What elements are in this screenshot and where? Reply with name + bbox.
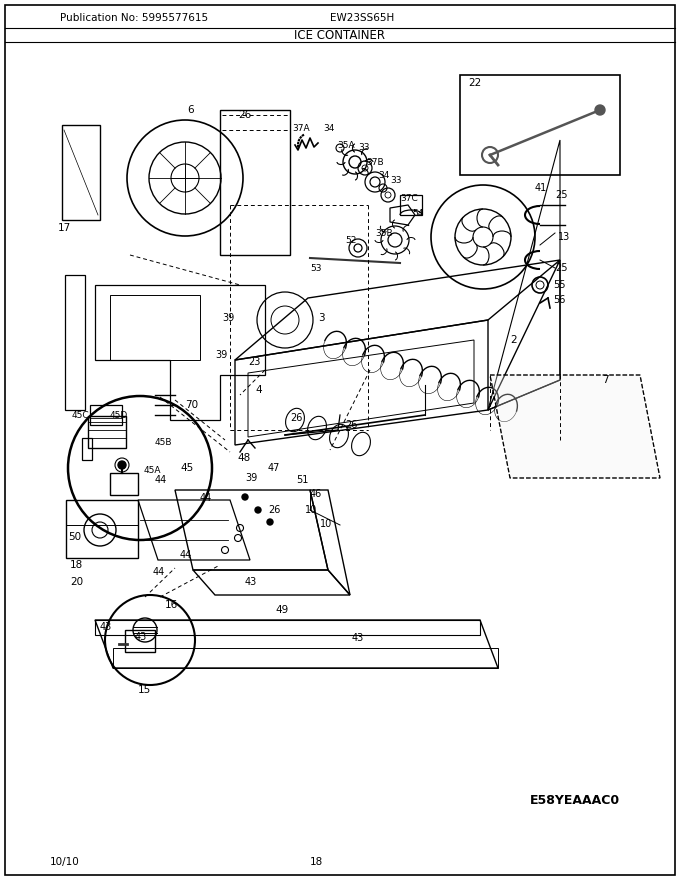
Text: Publication No: 5995577615: Publication No: 5995577615 [60,13,208,23]
Text: 45D: 45D [110,410,129,420]
Text: 45A: 45A [143,466,160,474]
Text: 50: 50 [68,532,81,542]
Text: 25: 25 [555,263,568,273]
Circle shape [267,519,273,525]
Text: 45B: 45B [155,437,173,446]
Text: 7: 7 [602,375,609,385]
Circle shape [118,461,126,469]
Text: 39: 39 [245,473,257,483]
Text: 43: 43 [135,632,148,642]
Text: 3: 3 [318,313,324,323]
Text: 53: 53 [310,263,322,273]
Text: 13: 13 [558,232,571,242]
Text: 16: 16 [165,600,178,610]
Text: 2: 2 [510,335,517,345]
Text: 48: 48 [237,453,250,463]
Bar [220,110,290,255]
Text: 33: 33 [390,175,401,185]
Text: 47: 47 [268,463,280,473]
Circle shape [595,105,605,115]
Text: 10/10: 10/10 [50,857,80,867]
Text: 34: 34 [378,171,390,180]
Text: 45: 45 [180,463,193,473]
Text: 34: 34 [323,123,335,133]
Text: 17: 17 [58,223,71,233]
Text: 18: 18 [310,857,323,867]
Text: 52: 52 [345,236,356,245]
Bar [66,500,138,558]
Text: 43: 43 [245,577,257,587]
Text: 6: 6 [187,105,194,115]
Circle shape [255,507,261,513]
Text: 18: 18 [70,560,83,570]
Text: 37C: 37C [400,194,418,202]
Text: 26: 26 [238,110,251,120]
Text: 39: 39 [222,313,234,323]
Text: 49: 49 [275,605,288,615]
Bar [90,405,122,425]
Text: 15: 15 [138,685,151,695]
Text: 35A: 35A [337,141,355,150]
Text: 54: 54 [412,209,424,217]
Bar [88,416,126,448]
Text: 70: 70 [185,400,198,410]
Text: 56: 56 [553,295,565,305]
Text: 41: 41 [535,183,547,193]
Text: 51: 51 [296,475,308,485]
Text: 55: 55 [553,280,566,290]
Text: 44: 44 [200,493,212,503]
Bar [110,473,138,495]
Text: E58YEAAAC0: E58YEAAAC0 [530,794,620,806]
Bar [400,195,422,215]
Text: 37B: 37B [366,158,384,166]
Text: 22: 22 [468,78,481,88]
Bar [125,630,155,652]
Text: 44: 44 [153,567,165,577]
Text: 20: 20 [70,577,83,587]
Text: 46: 46 [310,489,322,499]
Text: EW23SS65H: EW23SS65H [330,13,394,23]
Circle shape [242,494,248,500]
Text: 35B: 35B [375,229,392,238]
Text: 10: 10 [320,519,333,529]
Text: 26: 26 [268,505,280,515]
Text: 37A: 37A [292,123,309,133]
Text: 25: 25 [555,190,568,200]
Text: 44: 44 [180,550,192,560]
Bar [460,75,620,175]
Text: 43: 43 [352,633,364,643]
Text: 33: 33 [358,143,369,151]
Bar [82,438,92,460]
Text: 10: 10 [305,505,318,515]
Text: 23: 23 [248,357,260,367]
Text: 4: 4 [255,385,262,395]
Text: 44: 44 [155,475,167,485]
Text: 43: 43 [100,622,112,632]
Text: ICE CONTAINER: ICE CONTAINER [294,28,386,41]
Polygon shape [490,375,660,478]
Text: 26: 26 [290,413,303,423]
Text: 26: 26 [345,420,358,430]
Text: 39: 39 [215,350,227,360]
Text: 45C: 45C [72,410,90,420]
